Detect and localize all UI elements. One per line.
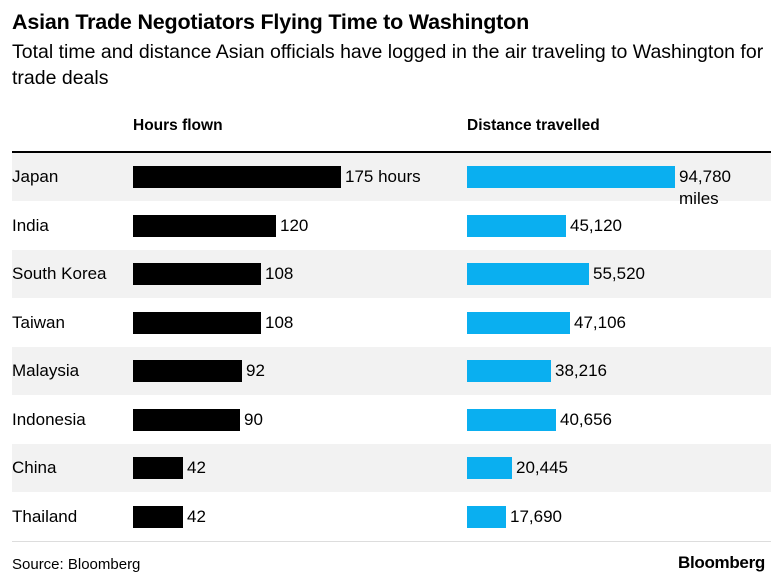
country-label: India bbox=[12, 215, 49, 235]
header-rule bbox=[12, 151, 771, 153]
table-row: Indonesia 90 40,656 bbox=[12, 396, 771, 444]
distance-value-label: 20,445 bbox=[516, 458, 568, 477]
hours-value-label: 42 bbox=[187, 458, 206, 477]
table-row: Japan 175 hours 94,780 miles bbox=[12, 153, 771, 208]
chart-title: Asian Trade Negotiators Flying Time to W… bbox=[12, 10, 530, 34]
distance-value-label: 94,780 miles bbox=[679, 167, 731, 208]
hours-bar bbox=[133, 408, 240, 431]
column-header-distance: Distance travelled bbox=[467, 117, 600, 134]
distance-value-label: 45,120 bbox=[570, 215, 622, 235]
distance-bar bbox=[467, 166, 675, 188]
distance-bar bbox=[467, 214, 566, 237]
hours-value-label: 42 bbox=[187, 506, 206, 526]
table-row: Malaysia 92 38,216 bbox=[12, 347, 771, 395]
hours-value-label: 108 bbox=[265, 264, 294, 283]
distance-value-label: 38,216 bbox=[555, 361, 607, 380]
hours-bar bbox=[133, 263, 261, 285]
distance-bar bbox=[467, 457, 512, 479]
chart-subtitle: Total time and distance Asian officials … bbox=[12, 41, 764, 89]
distance-bar bbox=[467, 311, 570, 334]
distance-bar bbox=[467, 360, 551, 382]
distance-bar bbox=[467, 505, 506, 528]
table-row: China 42 20,445 bbox=[12, 444, 771, 492]
table-row: Thailand 42 17,690 bbox=[12, 493, 771, 541]
hours-value-label: 90 bbox=[244, 409, 263, 429]
hours-value-label: 120 bbox=[280, 215, 309, 235]
hours-value-label: 108 bbox=[265, 312, 294, 332]
table-row: India 120 45,120 bbox=[12, 202, 771, 250]
country-label: Malaysia bbox=[12, 361, 80, 380]
footer-rule bbox=[12, 541, 771, 542]
hours-bar bbox=[133, 166, 341, 188]
hours-bar bbox=[133, 214, 276, 237]
country-label: Taiwan bbox=[12, 312, 65, 332]
distance-value-label: 47,106 bbox=[574, 312, 626, 332]
brand-logo: Bloomberg bbox=[677, 553, 765, 572]
country-label: China bbox=[12, 458, 57, 477]
hours-bar bbox=[133, 311, 261, 334]
table-row: Taiwan 108 47,106 bbox=[12, 299, 771, 347]
hours-bar bbox=[133, 360, 242, 382]
hours-value-label: 92 bbox=[246, 361, 265, 380]
table-row: South Korea 108 55,520 bbox=[12, 250, 771, 298]
distance-value-label: 55,520 bbox=[593, 264, 645, 283]
hours-bar bbox=[133, 457, 183, 479]
hours-value-label: 175 hours bbox=[345, 167, 421, 186]
distance-bar bbox=[467, 408, 556, 431]
source-note: Source: Bloomberg bbox=[12, 556, 141, 573]
column-header-hours: Hours flown bbox=[133, 117, 223, 134]
country-label: Thailand bbox=[12, 506, 78, 526]
distance-value-label: 40,656 bbox=[560, 409, 612, 429]
country-label: Indonesia bbox=[12, 409, 86, 429]
distance-value-label: 17,690 bbox=[510, 506, 562, 526]
distance-bar bbox=[467, 263, 589, 285]
country-label: Japan bbox=[12, 167, 59, 186]
country-label: South Korea bbox=[12, 264, 107, 283]
hours-bar bbox=[133, 505, 183, 528]
